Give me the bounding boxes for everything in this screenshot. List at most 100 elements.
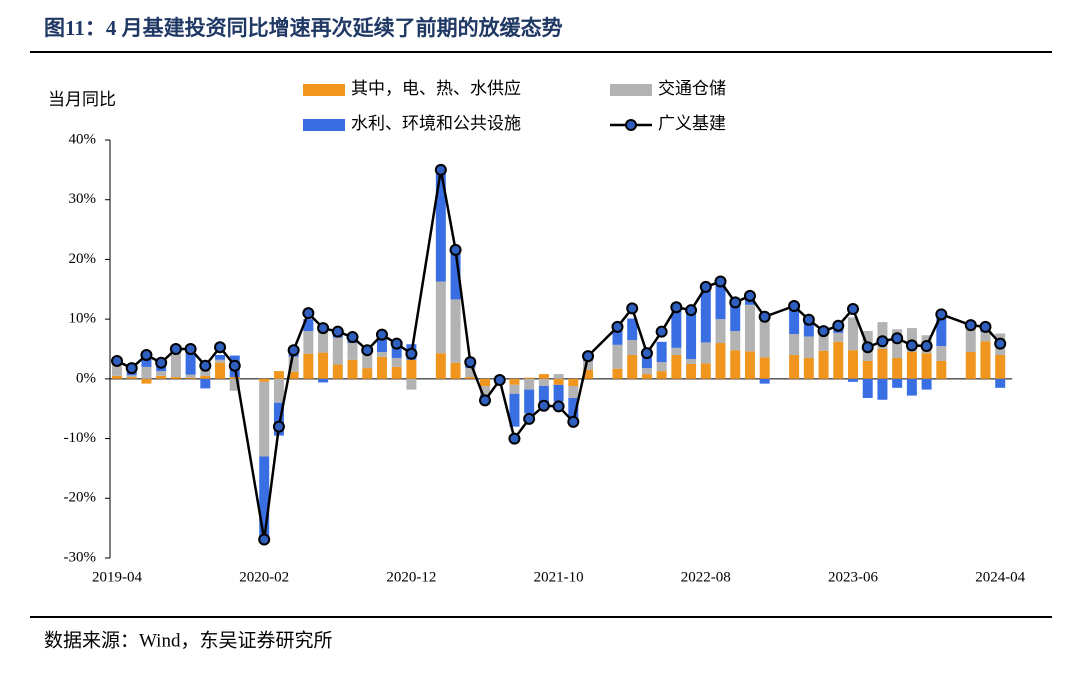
bar (303, 331, 314, 354)
bar (671, 354, 682, 379)
bar (524, 377, 535, 379)
bar (715, 319, 726, 344)
bar (538, 378, 549, 387)
y-tick-label: -10% (64, 430, 97, 446)
bar (656, 362, 667, 372)
bar (185, 350, 196, 375)
line-marker (302, 307, 315, 320)
legend-marker (625, 119, 637, 131)
bar (995, 354, 1006, 379)
bar (553, 384, 564, 402)
bar (744, 351, 755, 379)
bar (965, 325, 976, 352)
line-marker (479, 394, 491, 407)
line-marker (508, 432, 521, 445)
bar (686, 359, 697, 364)
line-marker (758, 310, 771, 323)
line-marker (317, 322, 330, 335)
bar (612, 344, 623, 369)
bar (303, 353, 314, 379)
line-marker (184, 343, 197, 355)
line-marker (920, 340, 933, 353)
bar (568, 378, 579, 387)
bar (480, 386, 490, 395)
bar (465, 377, 476, 379)
bar (641, 354, 652, 369)
bar (980, 341, 991, 379)
line-marker (405, 347, 418, 360)
bar (980, 332, 991, 342)
bar (848, 317, 858, 351)
bar (995, 378, 1006, 388)
line-marker (140, 348, 153, 361)
bar (435, 281, 446, 354)
bar (509, 393, 520, 427)
bar (141, 378, 152, 384)
bar (185, 377, 196, 379)
bar (524, 378, 535, 390)
bar (185, 374, 196, 378)
line-marker (611, 320, 624, 333)
line-marker (861, 341, 874, 354)
bar (892, 357, 903, 379)
bar (848, 378, 858, 382)
bar (759, 357, 770, 379)
line-marker (111, 354, 123, 367)
line-marker (699, 280, 712, 293)
bar (259, 381, 270, 457)
line-marker (390, 337, 403, 350)
bar (877, 378, 888, 400)
bar (406, 359, 417, 379)
bar (965, 351, 976, 379)
bar (671, 347, 682, 355)
bar (759, 319, 770, 358)
bar (509, 384, 520, 394)
y-tick-label: 30% (69, 191, 97, 207)
line-marker (964, 319, 977, 332)
bar (406, 378, 417, 390)
line-marker (155, 356, 168, 369)
bar (936, 360, 947, 379)
bar (906, 378, 917, 396)
legend-swatch (303, 84, 345, 96)
bar (627, 340, 638, 355)
bar (921, 353, 932, 379)
bar (259, 456, 270, 541)
bar (288, 356, 299, 372)
bar (789, 334, 800, 355)
bar (700, 286, 711, 343)
line-marker (743, 289, 756, 302)
bar (141, 356, 152, 367)
bar (450, 249, 461, 300)
line-marker (552, 400, 565, 413)
bar (730, 331, 741, 351)
line-marker (994, 337, 1007, 350)
bar (288, 371, 299, 379)
bar (332, 364, 343, 379)
bar (583, 360, 594, 370)
bar (921, 378, 932, 390)
bar (538, 374, 549, 379)
bar (200, 375, 211, 379)
line-marker (287, 344, 300, 357)
bar (318, 331, 329, 353)
line-marker (935, 308, 948, 321)
line-marker (346, 331, 359, 344)
bar (362, 368, 373, 379)
bar (818, 332, 829, 351)
bar (627, 318, 638, 341)
bar (568, 397, 579, 421)
bar (641, 374, 652, 379)
bar (936, 314, 947, 347)
line-marker (493, 374, 506, 387)
bar (215, 359, 226, 363)
line-marker (670, 301, 683, 314)
bar (803, 336, 814, 358)
bar (730, 302, 741, 332)
bar (848, 350, 858, 379)
line-marker (199, 359, 212, 372)
line-marker (655, 325, 668, 338)
bar (656, 371, 667, 379)
bar (200, 378, 211, 389)
